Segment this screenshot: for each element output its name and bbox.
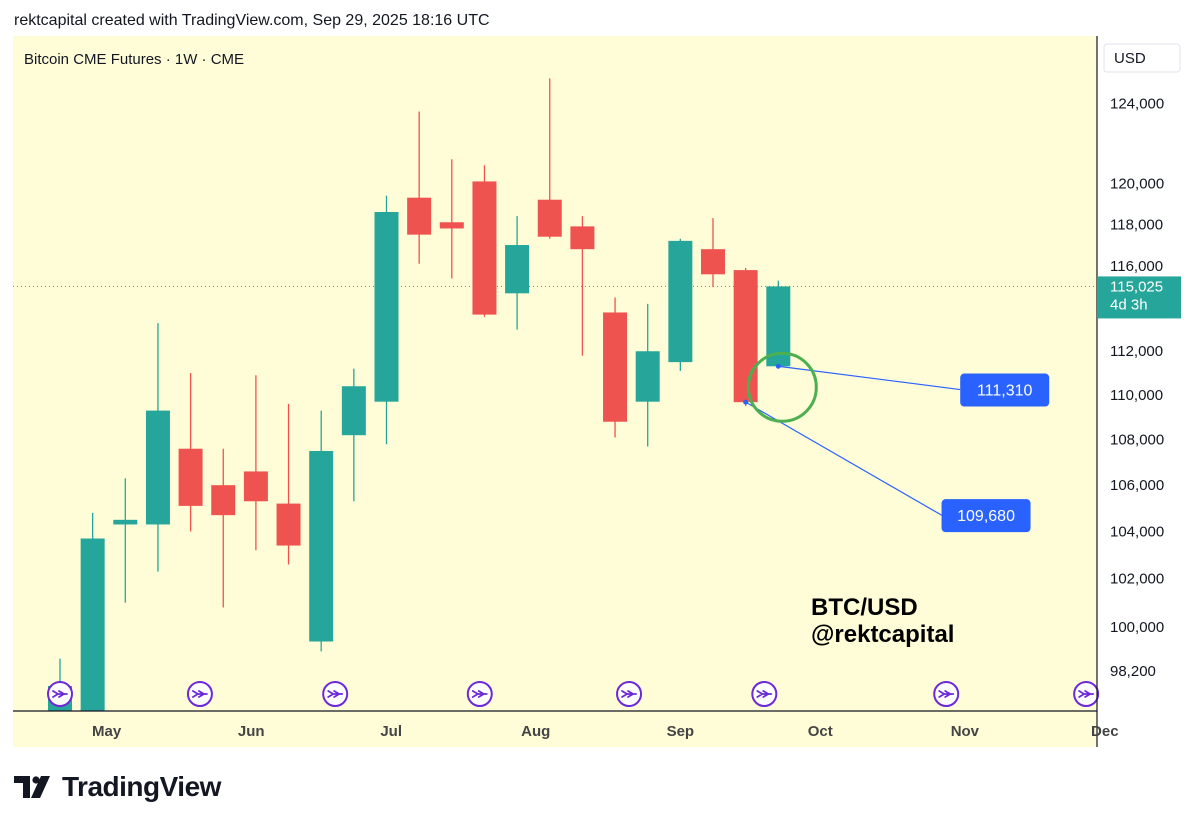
candle-body [603,312,628,422]
event-marker-icon[interactable] [186,681,213,707]
currency-label: USD [1114,50,1146,67]
watermark-pair: BTC/USD [811,594,918,621]
y-tick-label: 110,000 [1110,387,1163,404]
candle-body [113,519,138,525]
candle-body [178,448,203,506]
y-tick-label: 104,000 [1110,523,1164,540]
candle-body [243,471,268,502]
event-marker-icon[interactable] [322,681,349,707]
last-price-value: 115,025 [1110,278,1163,295]
chart-caption: rektcapital created with TradingView.com… [14,12,490,29]
candle-body [472,181,497,315]
candle-body [145,410,170,525]
candle-body [570,226,595,250]
event-marker-icon[interactable] [616,681,643,707]
event-marker-icon[interactable] [1073,681,1100,707]
x-tick-label: Dec [1091,723,1119,740]
callout-line [778,365,961,391]
candle-body [733,270,758,403]
y-tick-label: 112,000 [1110,343,1163,360]
event-marker-icon[interactable] [751,681,778,707]
y-tick-label: 116,000 [1110,258,1163,275]
x-tick-label: Sep [667,723,695,740]
candle-body [701,249,725,275]
candle-body [537,199,562,237]
y-tick-label: 118,000 [1110,216,1163,233]
y-tick-label: 124,000 [1110,96,1164,113]
x-tick-label: Jun [238,723,265,740]
currency-button[interactable] [1103,43,1181,73]
last-price-badge [1097,276,1181,319]
price-callout-label: 111,310 [977,383,1033,400]
candle-body [374,211,399,402]
y-tick-label: 108,000 [1110,432,1164,449]
callout-anchor [775,363,781,369]
candle-body [211,485,236,516]
candle-body [80,538,105,711]
x-tick-label: Oct [808,723,833,740]
candle-body [439,222,464,229]
candle-body [505,245,530,294]
tradingview-brand: TradingView [62,771,221,802]
price-callout-label: 109,680 [957,508,1015,525]
price-callout-box[interactable] [960,373,1050,407]
candle-body [407,197,432,235]
candle-body [341,386,366,436]
candle-body [668,240,693,363]
chart-title: Bitcoin CME Futures · 1W · CME [24,51,244,68]
watermark-handle: @rektcapital [811,621,954,648]
x-tick-label: May [92,723,122,740]
event-marker-icon[interactable] [47,681,73,707]
callout-anchor [743,399,749,405]
price-axis-panel[interactable] [1097,36,1187,747]
y-tick-label: 120,000 [1110,175,1164,192]
price-callout-box[interactable] [941,499,1031,533]
x-tick-label: Aug [521,723,550,740]
candle-body [635,351,660,402]
y-tick-label: 106,000 [1110,477,1164,494]
tradingview-logo-icon [14,776,50,798]
candle-body [276,503,301,546]
event-marker-icon[interactable] [933,681,960,707]
x-tick-label: Nov [951,723,980,740]
event-marker-icon[interactable] [466,681,493,707]
tradingview-footer: TradingView [14,771,221,803]
y-tick-label: 98,200 [1110,663,1156,680]
y-tick-label: 102,000 [1110,571,1164,588]
bar-countdown: 4d 3h [1110,296,1148,313]
candle-body [309,450,334,642]
y-tick-label: 100,000 [1110,619,1164,636]
x-tick-label: Jul [380,723,402,740]
highlight-circle [746,351,818,423]
chart-pane[interactable] [13,36,1097,747]
